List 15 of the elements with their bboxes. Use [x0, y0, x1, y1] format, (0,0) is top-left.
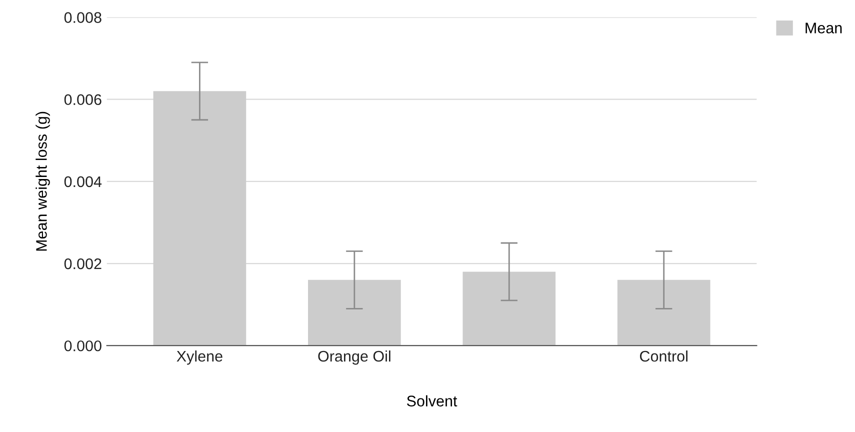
bar — [617, 280, 710, 346]
legend-label: Mean — [806, 22, 842, 34]
bar — [462, 272, 556, 346]
bar — [308, 280, 401, 346]
y-tick-label: 0.000 — [64, 340, 102, 352]
y-tick-label: 0.002 — [64, 258, 102, 270]
y-tick-label: 0.006 — [64, 94, 102, 106]
bar — [153, 91, 246, 346]
x-tick-label: Orange Oil — [318, 350, 390, 365]
y-tick-label: 0.004 — [64, 176, 102, 188]
y-axis-title: Mean weight loss (g) — [36, 112, 50, 251]
y-tick-label: 0.008 — [64, 12, 102, 23]
x-axis-title: Solvent — [406, 395, 458, 406]
x-tick-label: Control — [640, 350, 688, 362]
x-tick-label: Xylene — [176, 350, 222, 365]
